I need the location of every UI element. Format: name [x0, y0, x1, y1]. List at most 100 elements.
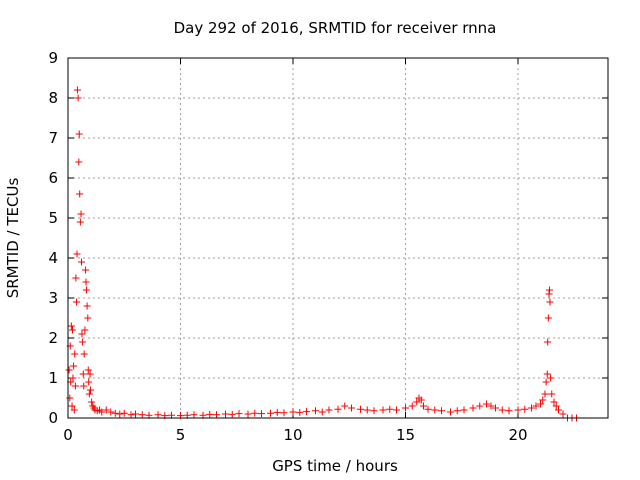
data-point	[222, 410, 229, 418]
data-point	[73, 250, 81, 258]
data-point	[402, 404, 409, 412]
data-point	[476, 402, 484, 410]
data-point	[132, 410, 139, 418]
data-point	[228, 410, 236, 418]
data-point	[334, 405, 342, 413]
data-point	[66, 394, 74, 402]
data-point	[363, 406, 371, 414]
data-point	[72, 274, 80, 282]
data-point	[379, 406, 387, 414]
data-point	[190, 411, 198, 419]
data-point	[453, 407, 461, 415]
x-axis-title: GPS time / hours	[272, 457, 398, 475]
data-point	[544, 338, 552, 346]
data-point	[357, 405, 364, 413]
data-point	[559, 410, 567, 418]
y-tick-label: 7	[48, 129, 58, 147]
data-point	[65, 366, 73, 374]
grid	[68, 58, 608, 418]
y-tick-label: 5	[48, 209, 58, 227]
data-point	[505, 407, 513, 415]
data-point	[79, 370, 87, 378]
data-point	[111, 409, 119, 417]
data-point	[82, 286, 90, 294]
y-tick-label: 9	[48, 49, 58, 67]
data-point	[244, 410, 252, 418]
data-point	[87, 386, 94, 394]
data-point	[82, 278, 90, 286]
data-point	[235, 410, 243, 418]
x-tick-label: 10	[283, 426, 302, 444]
y-tick-label: 4	[48, 249, 58, 267]
y-tick-label: 1	[48, 369, 58, 387]
data-point	[544, 314, 552, 322]
data-point	[68, 402, 76, 410]
y-tick-label: 8	[48, 89, 58, 107]
data-point	[483, 400, 490, 408]
data-point	[546, 286, 553, 294]
chart-title: Day 292 of 2016, SRMTID for receiver rnn…	[174, 19, 497, 37]
data-point	[69, 326, 76, 334]
data-point	[88, 398, 96, 406]
data-point	[318, 408, 326, 416]
data-point	[74, 94, 82, 102]
data-point	[69, 374, 77, 382]
data-point	[80, 350, 88, 358]
data-point	[447, 408, 454, 416]
data-point	[469, 404, 477, 412]
data-point	[438, 407, 445, 415]
plot-frame	[67, 57, 609, 419]
data-point	[348, 404, 355, 412]
data-point	[102, 406, 110, 414]
data-point	[67, 322, 75, 330]
data-point	[393, 406, 400, 414]
data-point	[76, 190, 84, 198]
data-point	[521, 405, 529, 413]
data-point	[548, 390, 556, 398]
data-point	[83, 302, 91, 310]
data-point	[514, 406, 522, 414]
x-tick-label: 0	[63, 426, 73, 444]
data-point	[303, 408, 310, 416]
data-point	[543, 370, 551, 378]
data-point	[532, 402, 540, 410]
data-point	[487, 402, 495, 410]
data-point	[84, 314, 92, 322]
data-point	[341, 402, 349, 410]
data-point	[386, 405, 394, 413]
x-tick-label: 20	[508, 426, 527, 444]
data-point	[552, 402, 560, 410]
data-point	[73, 86, 81, 94]
y-tick-label: 2	[48, 329, 58, 347]
data-point	[86, 370, 94, 378]
data-point	[289, 408, 297, 416]
data-point	[84, 366, 92, 374]
data-point	[78, 330, 86, 338]
data-point	[98, 408, 106, 416]
y-tick-label: 3	[48, 289, 58, 307]
data-point	[296, 408, 304, 416]
data-point	[413, 398, 421, 406]
x-tick-label: 15	[396, 426, 415, 444]
data-point	[325, 406, 333, 414]
data-point	[460, 406, 468, 414]
data-point	[85, 390, 93, 398]
data-point	[206, 410, 214, 418]
axis-ticks: 0 1 2 3 4 5 6 7 8 9 0 5 10 15 20	[48, 49, 608, 444]
data-point	[273, 408, 281, 416]
data-point	[251, 409, 259, 417]
data-point	[76, 218, 84, 226]
data-point	[542, 378, 550, 386]
data-point	[547, 374, 555, 382]
data-points	[65, 86, 580, 422]
data-point	[78, 258, 85, 266]
data-point	[70, 362, 78, 370]
data-point	[71, 350, 79, 358]
x-tick-label: 5	[176, 426, 186, 444]
y-tick-label: 6	[48, 169, 58, 187]
data-point	[420, 402, 427, 410]
data-point	[77, 210, 85, 218]
data-point	[408, 402, 416, 410]
data-point	[370, 407, 378, 415]
